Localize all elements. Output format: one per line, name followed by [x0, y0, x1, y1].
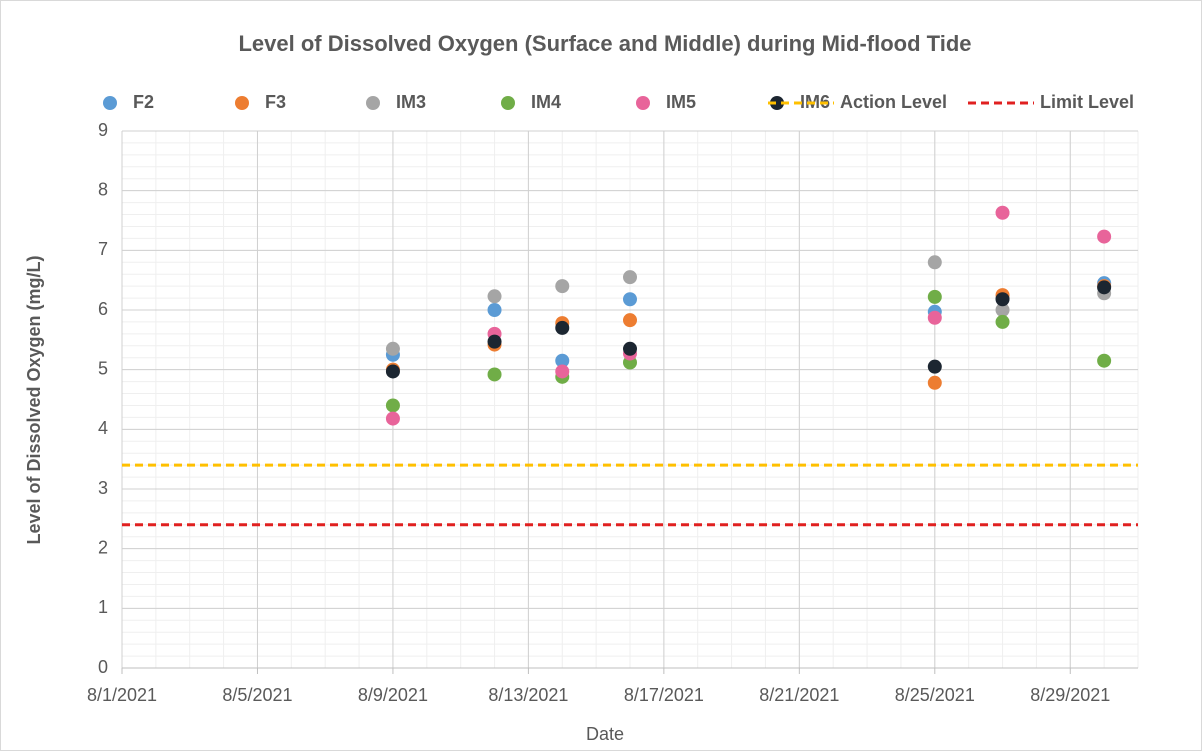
x-tick-label: 8/13/2021 — [488, 685, 568, 705]
data-point — [927, 359, 942, 374]
y-tick-label: 4 — [98, 418, 108, 438]
y-tick-label: 7 — [98, 239, 108, 259]
data-point — [1097, 353, 1112, 368]
y-tick-label: 3 — [98, 478, 108, 498]
legend-swatch — [770, 96, 784, 110]
x-tick-label: 8/25/2021 — [895, 685, 975, 705]
x-tick-label: 8/29/2021 — [1030, 685, 1110, 705]
y-tick-label: 5 — [98, 358, 108, 378]
y-tick-label: 2 — [98, 537, 108, 557]
data-point — [995, 292, 1010, 307]
data-point — [1097, 229, 1112, 244]
legend-label: F2 — [133, 92, 154, 112]
legend-swatch — [235, 96, 249, 110]
y-tick-label: 9 — [98, 120, 108, 140]
data-point — [487, 334, 502, 349]
legend-swatch — [636, 96, 650, 110]
y-tick-label: 8 — [98, 179, 108, 199]
x-tick-label: 8/17/2021 — [624, 685, 704, 705]
x-tick-label: 8/9/2021 — [358, 685, 428, 705]
data-point — [385, 411, 400, 426]
x-axis-label: Date — [586, 724, 624, 744]
data-point — [555, 364, 570, 379]
legend-swatch — [366, 96, 380, 110]
data-point — [487, 303, 502, 317]
data-point — [555, 320, 570, 335]
data-point — [555, 279, 570, 294]
legend-label: IM4 — [531, 92, 561, 112]
data-point — [487, 367, 502, 382]
data-point — [623, 292, 637, 307]
x-tick-label: 8/5/2021 — [222, 685, 292, 705]
data-point — [995, 205, 1010, 220]
data-point — [623, 341, 637, 356]
data-point — [927, 289, 942, 304]
legend-swatch — [103, 96, 117, 110]
legend-label: Limit Level — [1040, 92, 1134, 112]
data-point — [927, 310, 942, 325]
legend-label: IM3 — [396, 92, 426, 112]
x-tick-label: 8/1/2021 — [87, 685, 157, 705]
chart-title: Level of Dissolved Oxygen (Surface and M… — [238, 31, 971, 56]
data-point — [623, 270, 637, 285]
data-point — [1097, 280, 1112, 295]
data-point — [995, 314, 1010, 329]
data-point — [927, 375, 942, 390]
data-point — [927, 255, 942, 270]
legend-swatch — [501, 96, 515, 110]
data-point — [385, 398, 400, 413]
data-point — [623, 313, 637, 328]
data-point — [995, 303, 1010, 317]
legend-label: Action Level — [840, 92, 947, 112]
legend-label: F3 — [265, 92, 286, 112]
data-point — [385, 364, 400, 379]
data-point — [555, 353, 570, 368]
data-point — [487, 289, 502, 304]
y-tick-label: 0 — [98, 657, 108, 677]
legend-label: IM6 — [800, 92, 830, 112]
y-tick-label: 6 — [98, 299, 108, 319]
legend-label: IM5 — [666, 92, 696, 112]
x-tick-label: 8/21/2021 — [759, 685, 839, 705]
y-axis-label: Level of Dissolved Oxygen (mg/L) — [24, 255, 44, 544]
data-point — [385, 341, 400, 356]
y-tick-label: 1 — [98, 597, 108, 617]
